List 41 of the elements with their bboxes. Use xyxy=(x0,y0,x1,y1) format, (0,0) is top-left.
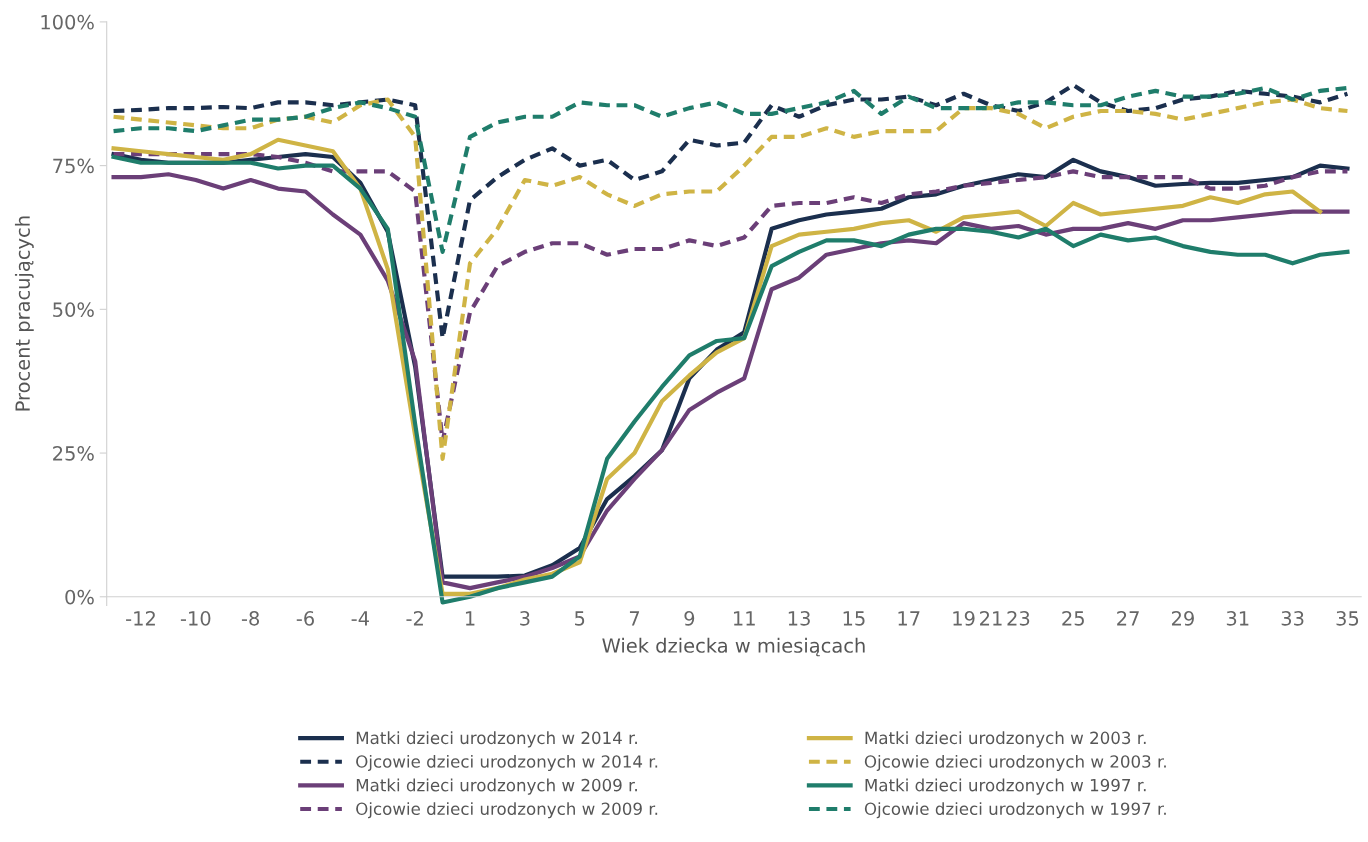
line-series xyxy=(111,85,1350,254)
line-series xyxy=(111,97,1350,461)
legend-label: Ojcowie dzieci urodzonych w 1997 r. xyxy=(864,802,1166,819)
x-tick-label: -12 xyxy=(126,611,155,626)
y-tick-label: 25% xyxy=(53,446,94,461)
x-tick-label: 35 xyxy=(1336,611,1359,626)
x-tick-label: 7 xyxy=(629,611,640,626)
y-tick-label: 75% xyxy=(53,158,94,174)
y-tick-label: 100% xyxy=(41,14,94,30)
x-tick-label: 29 xyxy=(1171,611,1194,626)
x-tick-label: 9 xyxy=(684,611,695,626)
x-tick-label: -2 xyxy=(406,611,423,626)
legend-label: Matki dzieci urodzonych w 2009 r. xyxy=(356,778,637,795)
x-tick-label: 11 xyxy=(733,611,755,626)
x-tick-label: -6 xyxy=(296,611,314,626)
legend-label: Ojcowie dzieci urodzonych w 2009 r. xyxy=(356,802,658,819)
x-tick-label: 3 xyxy=(520,611,530,626)
x-tick-label: -4 xyxy=(351,611,369,626)
x-tick-label: 27 xyxy=(1117,611,1139,626)
x-tick-label: 19 xyxy=(953,611,975,626)
legend-label: Ojcowie dzieci urodzonych w 2014 r. xyxy=(356,754,658,772)
x-tick-label: 1 xyxy=(465,611,475,626)
y-tick-label: 0% xyxy=(65,589,94,605)
x-tick-label: 23 xyxy=(1007,611,1030,626)
legend-label: Ojcowie dzieci urodzonych w 2003 r. xyxy=(864,754,1166,772)
y-tick-label: 50% xyxy=(53,302,94,317)
x-tick-label: -8 xyxy=(241,611,260,626)
x-tick-label: 21 xyxy=(980,611,1002,626)
y-axis-title: Procent pracujących xyxy=(14,216,34,411)
x-tick-label: 17 xyxy=(898,611,920,626)
x-tick-label: 15 xyxy=(843,611,865,626)
legend-label: Matki dzieci urodzonych w 2014 r. xyxy=(356,731,637,748)
x-axis-title: Wiek dziecka w miesiącach xyxy=(602,637,865,657)
legend-label: Matki dzieci urodzonych w 2003 r. xyxy=(865,731,1146,748)
x-tick-label: -10 xyxy=(180,611,211,626)
x-tick-label: 13 xyxy=(788,611,810,626)
x-tick-label: 25 xyxy=(1062,611,1084,626)
legend-label: Matki dzieci urodzonych w 1997 r. xyxy=(865,778,1146,795)
x-tick-label: 33 xyxy=(1281,611,1304,626)
x-tick-label: 5 xyxy=(575,611,585,626)
x-tick-label: 31 xyxy=(1226,611,1249,626)
